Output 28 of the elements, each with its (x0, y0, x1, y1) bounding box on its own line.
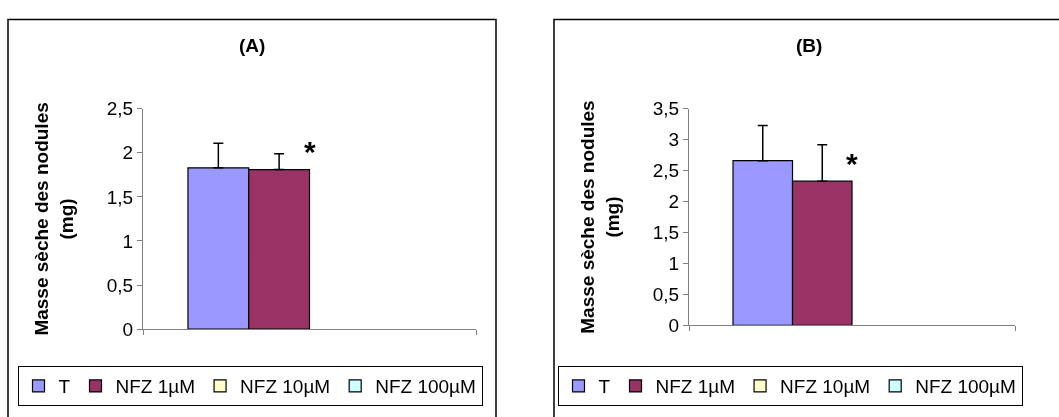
y-axis-title: Masse sèche des nodules (mg) (576, 100, 623, 334)
y-tick-label: 1 (122, 230, 134, 252)
y-tick-label: 0,5 (106, 274, 134, 296)
legend-label: NFZ 10µM (780, 376, 871, 398)
y-tick-label: 0 (122, 318, 134, 340)
y-tick-label: 0,5 (652, 284, 680, 305)
y-tick-label: 3,5 (652, 98, 680, 120)
legend-label: NFZ 10µM (240, 376, 331, 398)
y-tick-label: 3 (668, 129, 680, 151)
y-tick-label: 1,5 (652, 222, 680, 244)
legend-label: NFZ 100µM (375, 376, 476, 398)
legend-label: NFZ 1µM (115, 376, 196, 398)
legend-label: NFZ 1µM (655, 376, 736, 398)
y-tick-label: 2,5 (652, 160, 680, 182)
legend-label: T (598, 376, 611, 398)
y-tick-label: 1 (668, 253, 680, 275)
y-axis-title: Masse sèche des nodules (mg) (30, 102, 77, 336)
y-tick-label: 0 (668, 314, 680, 336)
legend-label: T (58, 376, 71, 398)
chart-title: (B) (796, 35, 823, 56)
chart-title: (A) (239, 35, 266, 56)
y-tick-label: 1,5 (106, 186, 134, 208)
y-tick-label: 2 (122, 142, 134, 164)
annotation: * (846, 147, 858, 180)
legend-label: NFZ 100µM (915, 376, 1016, 398)
annotation: * (304, 135, 316, 168)
y-tick-label: 2,5 (106, 98, 134, 120)
y-tick-label: 2 (668, 191, 680, 213)
